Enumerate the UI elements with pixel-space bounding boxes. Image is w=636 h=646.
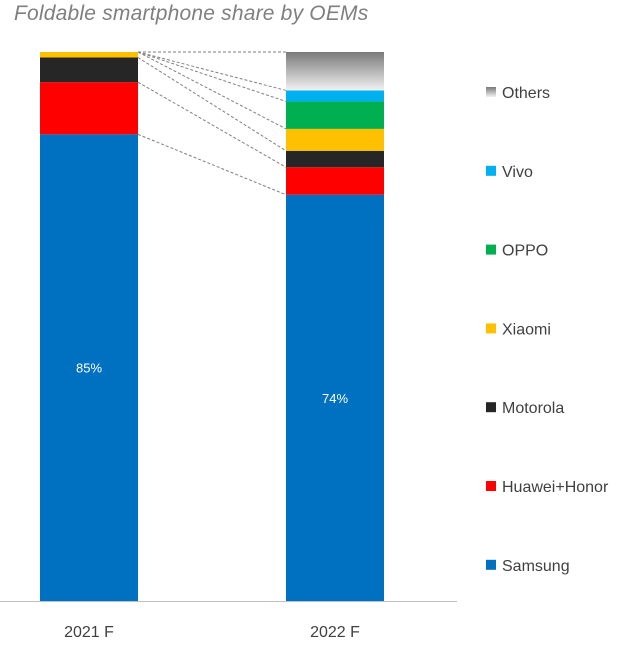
legend-label-xiaomi: Xiaomi xyxy=(502,321,551,338)
connector-oppo xyxy=(137,51,287,102)
legend-swatch-xiaomi xyxy=(486,323,496,334)
data-label-samsung-2021-f: 85% xyxy=(76,361,102,376)
chart-title: Foldable smartphone share by OEMs xyxy=(14,2,369,25)
bar-others-2022-f xyxy=(286,52,384,91)
legend-swatch-others xyxy=(486,87,496,97)
bar-oppo-2022-f xyxy=(286,101,384,129)
legend-item-motorola: Motorola xyxy=(486,400,564,417)
legend-swatch-samsung xyxy=(486,559,496,570)
bar-motorola-2022-f xyxy=(286,150,384,168)
connector-samsung xyxy=(137,133,287,196)
legend-item-vivo: Vivo xyxy=(486,164,533,181)
legend-label-vivo: Vivo xyxy=(502,164,533,181)
bar-vivo-2022-f xyxy=(286,90,384,102)
connector-xiaomi xyxy=(137,51,287,130)
x-tick-label-2022-f: 2022 F xyxy=(310,624,360,641)
legend-swatch-motorola xyxy=(486,402,496,413)
x-tick-label-2021-f: 2021 F xyxy=(64,624,114,641)
connector-motorola xyxy=(137,57,287,152)
bar-samsung-2021-f xyxy=(40,134,138,601)
data-label-samsung-2022-f: 74% xyxy=(322,391,348,406)
legend-item-others: Others xyxy=(486,85,550,102)
bar-xiaomi-2022-f xyxy=(286,128,384,151)
connector-huawei-honor xyxy=(137,81,287,168)
bar-huawei-honor-2021-f xyxy=(40,82,138,135)
bar-motorola-2021-f xyxy=(40,57,138,83)
legend-item-samsung: Samsung xyxy=(486,558,570,575)
legend-label-huawei-honor: Huawei+Honor xyxy=(502,479,609,496)
legend-label-motorola: Motorola xyxy=(502,400,564,417)
legend-label-samsung: Samsung xyxy=(502,558,570,575)
legend-swatch-oppo xyxy=(486,244,496,255)
bar-xiaomi-2021-f xyxy=(40,52,138,58)
legend-label-oppo: OPPO xyxy=(502,243,548,260)
connector-vivo xyxy=(137,51,287,91)
legend-item-oppo: OPPO xyxy=(486,243,548,260)
legend-item-huawei-honor: Huawei+Honor xyxy=(486,479,609,496)
bar-samsung-2022-f xyxy=(286,194,384,602)
legend-label-others: Others xyxy=(502,85,550,102)
legend-swatch-vivo xyxy=(486,165,496,176)
bar-huawei-honor-2022-f xyxy=(286,167,384,195)
legend-item-xiaomi: Xiaomi xyxy=(486,321,551,338)
legend-swatch-huawei-honor xyxy=(486,481,496,491)
